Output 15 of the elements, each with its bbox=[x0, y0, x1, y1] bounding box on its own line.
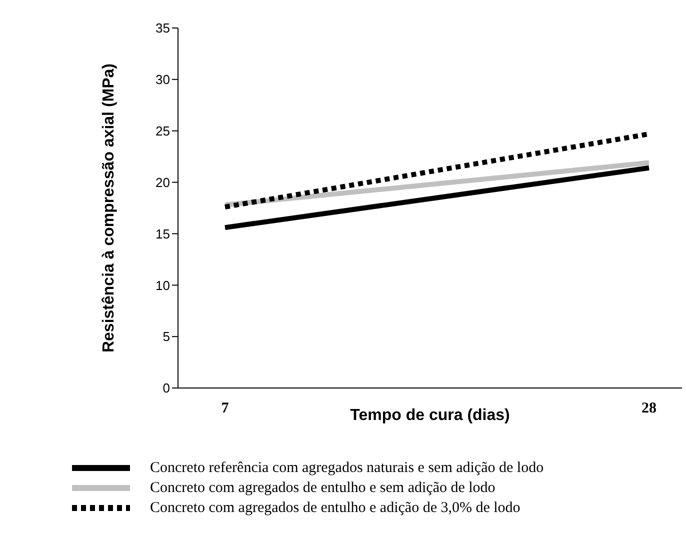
y-tick-label: 20 bbox=[156, 174, 170, 190]
y-tick-label: 5 bbox=[162, 329, 170, 344]
y-tick-label: 15 bbox=[156, 226, 170, 242]
x-tick-label: 28 bbox=[642, 400, 656, 417]
y-tick-label: 30 bbox=[156, 72, 170, 88]
legend-label: Concreto com agregados de entulho e adição de 3,0% de lodo bbox=[150, 500, 520, 516]
y-axis-title: Resistência à compressão axial (MPa) bbox=[100, 63, 118, 353]
y-tick-label: 10 bbox=[156, 278, 170, 293]
y-tick-label: 35 bbox=[156, 20, 170, 36]
x-axis-title: Tempo de cura (dias) bbox=[350, 407, 510, 424]
y-tick-label: 0 bbox=[162, 380, 170, 396]
legend-label: Concreto com agregados de entulho e sem adição de lodo bbox=[150, 480, 496, 496]
legend-label: Concreto referência com agregados naturais e sem adição de lodo bbox=[150, 460, 544, 476]
y-tick-label: 25 bbox=[156, 123, 170, 138]
x-tick-label: 7 bbox=[221, 400, 230, 417]
